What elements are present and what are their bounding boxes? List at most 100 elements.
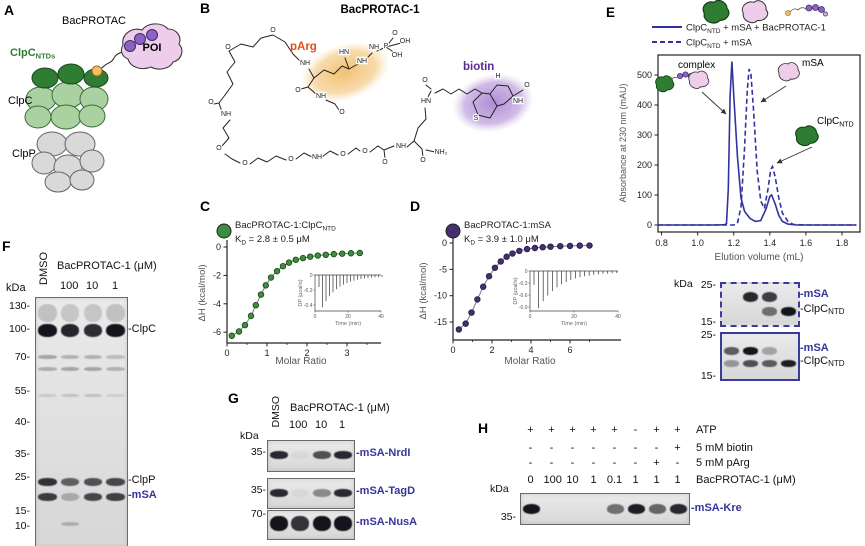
gel-band (83, 324, 103, 337)
complex-annotation: complex (678, 60, 715, 71)
nrdi-gel (267, 440, 355, 472)
data-point (516, 247, 523, 255)
gel-band (648, 504, 667, 514)
inset-x-label: Time (min) (335, 321, 361, 327)
ladder-70: 70- (14, 351, 30, 363)
data-point (474, 296, 481, 303)
panel-d-label: D (410, 198, 421, 214)
panel-g-label: G (228, 390, 239, 406)
gel-band (522, 504, 541, 514)
gel-band (106, 367, 125, 371)
y-tick-label: 100 (637, 190, 652, 200)
plot-frame (657, 54, 861, 233)
biotin-label: biotin (463, 61, 494, 73)
x-tick-label: 0.8 (655, 238, 668, 248)
condition-value: 0.1 (606, 474, 623, 486)
gel-band (291, 451, 310, 459)
data-point (497, 258, 504, 265)
inset-x-tick-label: 20 (571, 314, 577, 320)
dmso-lane-label: DMSO (38, 252, 50, 285)
gel-band (60, 324, 80, 337)
x-tick-label: 1.2 (727, 238, 740, 248)
gel-band (334, 516, 353, 531)
data-point (468, 309, 475, 316)
inset-y-tick-label: 0 (525, 269, 528, 275)
compound-title: BacPROTAC-1 (340, 4, 420, 16)
legend-entry: ClpCNTD + mSA + BacPROTAC-1 (686, 23, 826, 36)
panel-b-label: B (200, 0, 211, 16)
y-tick-label: -5 (439, 264, 447, 274)
atom-label: O (208, 99, 214, 106)
inset-y-tick-label: 0 (310, 273, 313, 279)
condition-value: + (569, 424, 576, 436)
gel-band (38, 394, 57, 397)
condition-value: - (570, 442, 575, 454)
gel-band (627, 504, 646, 514)
sec-chromatogram: 0.8 1.0 1.2 1.4 1.6 1.8 Elution volume (mL) 0 10… (606, 0, 861, 263)
gel-band (38, 493, 57, 501)
condition-value: - (675, 457, 680, 469)
lane-10: 10 (315, 419, 328, 431)
gel-band (38, 324, 57, 337)
inset-x-tick-label: 40 (615, 314, 621, 320)
y-tick-label: 500 (637, 70, 652, 80)
gel-band (606, 504, 625, 514)
data-point (523, 245, 531, 253)
gel-band (60, 367, 80, 371)
tagd-gel (267, 478, 355, 509)
atom-label: NH (221, 111, 231, 118)
gel-band (60, 394, 80, 397)
panel-a-label: A (4, 2, 15, 18)
data-point (480, 283, 487, 290)
lane-10: 10 (86, 280, 99, 292)
atom-label: O (270, 27, 276, 34)
sec-fraction-gel-bacprotac (720, 282, 800, 327)
condition-value: - (528, 442, 533, 454)
nusa-gel (267, 510, 355, 540)
gel-band (38, 367, 57, 371)
data-point (338, 250, 346, 257)
condition-label: BacPROTAC-1 (μM) (696, 474, 796, 486)
y-tick-label: -6 (213, 327, 221, 337)
x-tick-label: 2 (304, 348, 309, 358)
marker-35: 35- (250, 484, 266, 496)
parg-ligand-ball (91, 65, 103, 77)
x-tick-label: 2 (489, 345, 494, 355)
inset-x-tick-label: 0 (314, 314, 317, 320)
atom-label: O (362, 148, 368, 155)
msa-icon (741, 0, 769, 24)
legend-marker (216, 223, 232, 239)
data-point (285, 259, 293, 266)
condition-value: - (654, 442, 659, 454)
condition-value: + (548, 424, 555, 436)
gel-band (106, 478, 125, 486)
atom-label: OH (392, 52, 403, 59)
panel-f: F DMSO BacPROTAC-1 (μM) 100 10 1 kDa 130… (0, 230, 200, 546)
data-point (267, 274, 275, 281)
condition-value: - (570, 457, 575, 469)
msa-peak-icon (777, 62, 800, 82)
y-tick-label: -4 (213, 299, 221, 309)
lane-100: 100 (289, 419, 308, 431)
panel-e-gels: kDa 25- 15- -mSA -ClpCNTD 25- 15- -mSA -ClpCNTD (530, 270, 865, 385)
kre-degradation-gel (520, 493, 690, 525)
band-label-mSA-NrdI: -mSA-NrdI (356, 447, 411, 459)
data-point (347, 250, 355, 257)
gel-band (761, 307, 778, 316)
inset-y-tick-label: -0.3 (519, 281, 528, 287)
x-tick-label: 1.4 (764, 238, 777, 248)
condition-label: 5 mM pArg (696, 457, 750, 469)
clpcntd-arrow (776, 146, 813, 164)
atom-label: O (524, 82, 530, 89)
gel-band (761, 360, 778, 367)
y-tick-label: -15 (434, 317, 447, 327)
parg-highlight-glow (300, 41, 390, 103)
clpcntd-peak-icon (795, 125, 819, 147)
y-tick-label: -2 (213, 270, 221, 280)
atom-label: HN (339, 49, 349, 56)
inset-x-label: Time (min) (561, 321, 587, 327)
